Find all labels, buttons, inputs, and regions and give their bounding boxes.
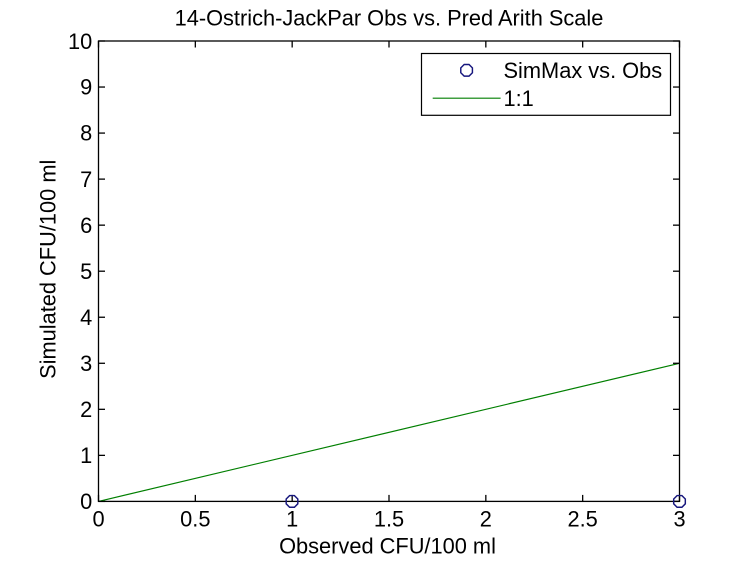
svg-text:3: 3	[673, 507, 685, 532]
svg-text:0: 0	[92, 507, 104, 532]
svg-text:SimMax vs. Obs: SimMax vs. Obs	[504, 58, 663, 83]
svg-text:2: 2	[80, 397, 92, 422]
svg-text:14-Ostrich-JackPar Obs vs. Pre: 14-Ostrich-JackPar Obs vs. Pred Arith Sc…	[175, 6, 604, 31]
svg-text:6: 6	[80, 213, 92, 238]
svg-text:2: 2	[480, 507, 492, 532]
svg-text:1.5: 1.5	[374, 507, 404, 532]
svg-text:Simulated CFU/100 ml: Simulated CFU/100 ml	[36, 160, 61, 379]
svg-text:Observed CFU/100 ml: Observed CFU/100 ml	[279, 533, 496, 558]
svg-text:3: 3	[80, 351, 92, 376]
svg-text:5: 5	[80, 259, 92, 284]
svg-text:10: 10	[68, 29, 92, 54]
svg-text:9: 9	[80, 75, 92, 100]
svg-text:4: 4	[80, 305, 92, 330]
svg-text:1: 1	[80, 443, 92, 468]
svg-text:0: 0	[80, 489, 92, 514]
svg-text:1:1: 1:1	[504, 86, 534, 111]
svg-text:1: 1	[286, 507, 298, 532]
svg-text:7: 7	[80, 167, 92, 192]
svg-text:2.5: 2.5	[568, 507, 598, 532]
svg-text:8: 8	[80, 121, 92, 146]
svg-text:0.5: 0.5	[180, 507, 210, 532]
